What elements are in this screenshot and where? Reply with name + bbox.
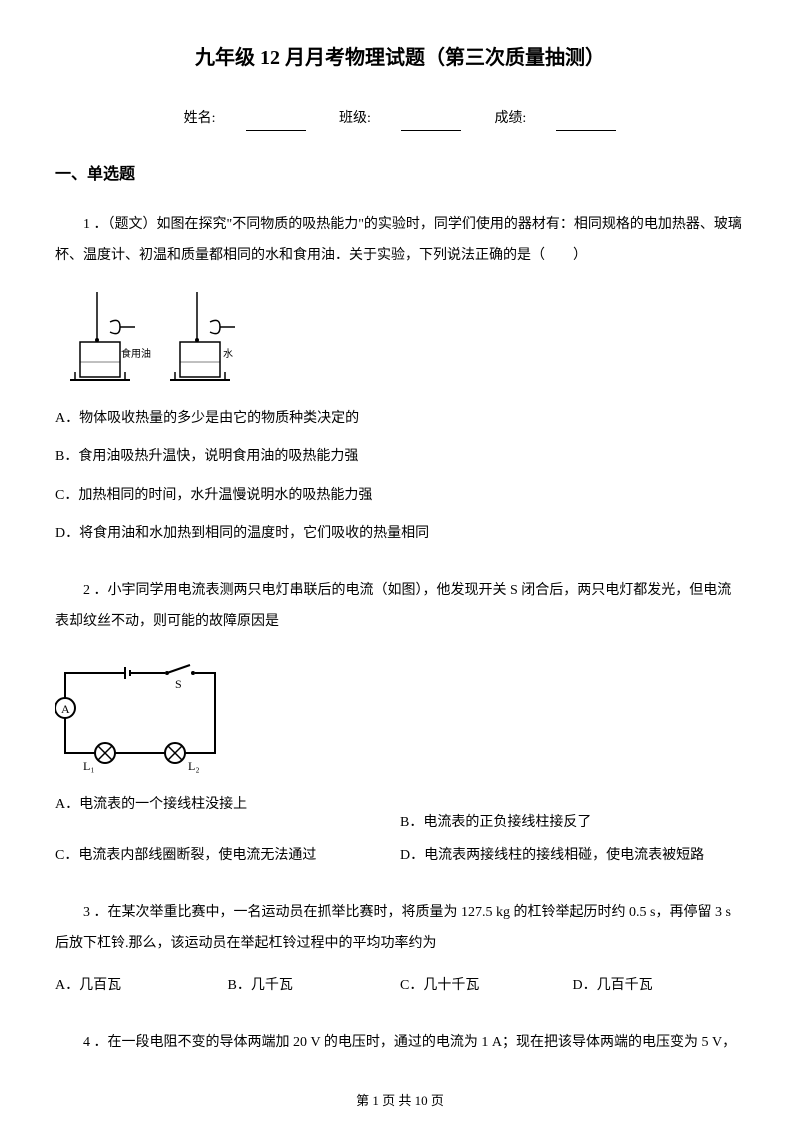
q2-body: 小宇同学用电流表测两只电灯串联后的电流（如图），他发现开关 S 闭合后，两只电灯… — [55, 583, 731, 629]
question-1-text: 1 ．（题文）如图在探究"不同物质的吸热能力"的实验时，同学们使用的器材有：相同… — [55, 210, 745, 272]
q2-options: A．电流表的一个接线柱没接上 B．电流表的正负接线柱接反了 C．电流表内部线圈断… — [55, 788, 745, 873]
score-blank — [556, 115, 616, 131]
class-blank — [401, 115, 461, 131]
heating-apparatus-icon: 食用油 水 — [55, 287, 255, 387]
q3-number: 3 ． — [83, 905, 108, 920]
question-3-text: 3 ．在某次举重比赛中，一名运动员在抓举比赛时，将质量为 127.5 kg 的杠… — [55, 898, 745, 960]
section-header: 一、单选题 — [55, 161, 745, 190]
q3-option-b: B．几千瓦 — [228, 969, 401, 1003]
page-title: 九年级 12 月月考物理试题（第三次质量抽测） — [55, 40, 745, 76]
q3-option-c: C．几十千瓦 — [400, 969, 573, 1003]
question-2: 2 ．小宇同学用电流表测两只电灯串联后的电流（如图），他发现开关 S 闭合后，两… — [55, 576, 745, 873]
svg-text:S: S — [175, 677, 182, 691]
q1-body: （题文）如图在探究"不同物质的吸热能力"的实验时，同学们使用的器材有：相同规格的… — [55, 217, 742, 263]
q1-option-c: C．加热相同的时间，水升温慢说明水的吸热能力强 — [55, 479, 745, 513]
q4-number: 4 ． — [83, 1035, 108, 1050]
svg-text:L₁: L₁ — [83, 759, 95, 773]
q1-option-a: A．物体吸收热量的多少是由它的物质种类决定的 — [55, 402, 745, 436]
q3-body: 在某次举重比赛中，一名运动员在抓举比赛时，将质量为 127.5 kg 的杠铃举起… — [55, 905, 731, 951]
q3-option-d: D．几百千瓦 — [573, 969, 746, 1003]
question-4: 4 ．在一段电阻不变的导体两端加 20 V 的电压时，通过的电流为 1 A；现在… — [55, 1028, 745, 1059]
name-blank — [246, 115, 306, 131]
svg-text:L₂: L₂ — [188, 759, 200, 773]
question-4-text: 4 ．在一段电阻不变的导体两端加 20 V 的电压时，通过的电流为 1 A；现在… — [55, 1028, 745, 1059]
q2-number: 2 ． — [83, 583, 108, 598]
svg-text:食用油: 食用油 — [121, 347, 151, 360]
page-footer: 第 1 页 共 10 页 — [55, 1089, 745, 1112]
question-2-text: 2 ．小宇同学用电流表测两只电灯串联后的电流（如图），他发现开关 S 闭合后，两… — [55, 576, 745, 638]
q2-option-a: A．电流表的一个接线柱没接上 — [55, 788, 400, 840]
question-1: 1 ．（题文）如图在探究"不同物质的吸热能力"的实验时，同学们使用的器材有：相同… — [55, 210, 745, 551]
q2-option-c: C．电流表内部线圈断裂，使电流无法通过 — [55, 839, 400, 873]
q1-number: 1 ． — [83, 217, 108, 232]
student-info-line: 姓名: 班级: 成绩: — [55, 106, 745, 131]
q3-option-a: A．几百瓦 — [55, 969, 228, 1003]
q1-option-b: B．食用油吸热升温快，说明食用油的吸热能力强 — [55, 440, 745, 474]
q2-option-d: D．电流表两接线柱的接线相碰，使电流表被短路 — [400, 839, 745, 873]
q4-body: 在一段电阻不变的导体两端加 20 V 的电压时，通过的电流为 1 A；现在把该导… — [108, 1035, 737, 1050]
q2-figure: A S L₁ L₂ — [55, 653, 745, 773]
svg-text:水: 水 — [223, 348, 233, 360]
class-label: 班级: — [339, 111, 371, 126]
svg-text:A: A — [61, 702, 70, 716]
score-label: 成绩: — [494, 111, 526, 126]
q3-options: A．几百瓦 B．几千瓦 C．几十千瓦 D．几百千瓦 — [55, 969, 745, 1003]
q2-option-b: B．电流表的正负接线柱接反了 — [400, 788, 745, 840]
name-label: 姓名: — [184, 111, 216, 126]
q1-figure: 食用油 水 — [55, 287, 745, 387]
q1-options: A．物体吸收热量的多少是由它的物质种类决定的 B．食用油吸热升温快，说明食用油的… — [55, 402, 745, 551]
circuit-diagram-icon: A S L₁ L₂ — [55, 653, 235, 773]
question-3: 3 ．在某次举重比赛中，一名运动员在抓举比赛时，将质量为 127.5 kg 的杠… — [55, 898, 745, 1003]
q1-option-d: D．将食用油和水加热到相同的温度时，它们吸收的热量相同 — [55, 517, 745, 551]
